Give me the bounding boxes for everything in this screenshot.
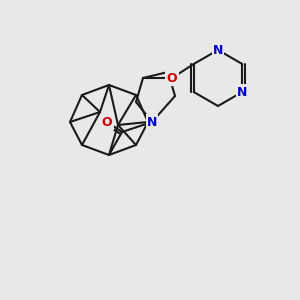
Text: O: O xyxy=(167,71,177,85)
Text: O: O xyxy=(102,116,112,128)
Text: N: N xyxy=(147,116,157,128)
Text: N: N xyxy=(213,44,223,56)
Text: N: N xyxy=(237,85,247,98)
